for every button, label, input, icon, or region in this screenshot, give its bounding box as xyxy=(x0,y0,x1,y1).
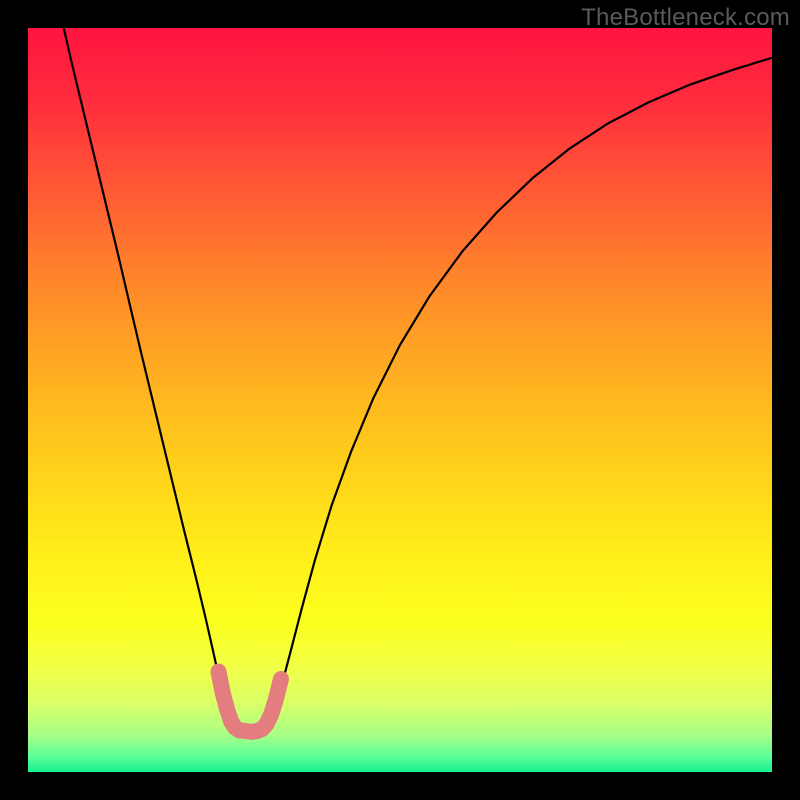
gradient-background xyxy=(28,28,772,772)
plot-svg xyxy=(28,28,772,772)
plot-area xyxy=(28,28,772,772)
chart-frame: TheBottleneck.com xyxy=(0,0,800,800)
